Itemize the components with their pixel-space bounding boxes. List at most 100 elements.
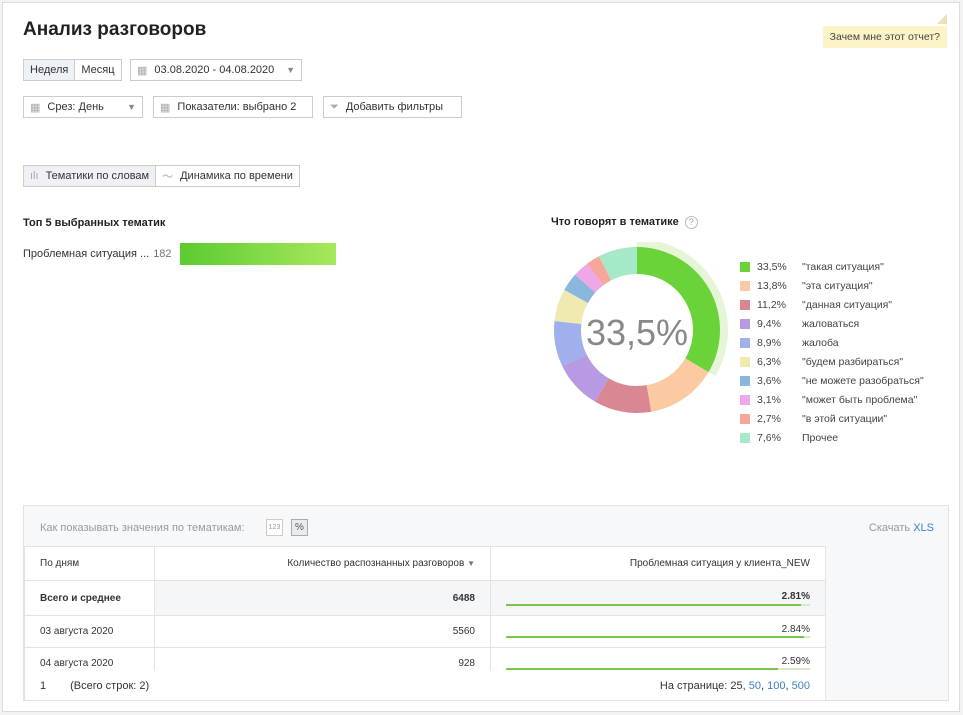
legend-label: "такая ситуация" [802,260,884,273]
row-day: 03 августа 2020 [24,615,155,648]
per-page-current: 25 [730,679,743,692]
legend-percent: 6,3% [757,356,781,369]
legend-percent: 2,7% [757,413,781,426]
per-page-selector: На странице: 25, 50, 100, 500 [659,679,810,692]
total-share-cell: 2.81% [490,580,826,616]
share-bar [506,668,810,670]
legend-item[interactable]: 33,5% "такая ситуация" [740,257,924,276]
legend-label: жалоба [802,336,839,349]
legend-item[interactable]: 6,3% "будем разбираться" [740,352,924,371]
total-label: Всего и среднее [24,580,155,616]
download-xls-link[interactable]: XLS [913,522,934,534]
legend-percent: 33,5% [757,260,787,273]
row-share: 2.59% [781,656,810,667]
data-table: По дням Количество распознанных разговор… [24,546,826,680]
period-week-button[interactable]: Неделя [24,60,75,80]
numbers-mode-button[interactable]: 123 [266,519,283,536]
legend-label: жаловаться [802,317,860,330]
per-page-option-50[interactable]: 50 [748,679,762,692]
topic-bar[interactable] [179,243,336,265]
slice-dropdown[interactable]: ▦ Срез: День ▼ [23,96,143,118]
total-count: 6488 [154,580,491,616]
legend-swatch [740,376,750,387]
legend-item[interactable]: 2,7% "в этой ситуации" [740,410,924,429]
donut-slice-0[interactable] [637,247,720,373]
period-toggle: Неделя Месяц [23,59,122,81]
topic-bar-row[interactable]: Проблемная ситуация ... 182 [23,243,336,265]
donut-slice-5[interactable] [554,289,588,324]
metrics-button[interactable]: ▦ Показатели: выбрано 2 [153,96,313,118]
column-header-count[interactable]: Количество распознанных разговоров ▼ [154,546,491,581]
donut-slice-7[interactable] [575,263,604,293]
legend-percent: 9,4% [757,317,781,330]
table-row: 03 августа 2020 5560 2.84% [24,615,826,648]
legend-swatch [740,414,750,425]
tab-topics-by-words[interactable]: ılı Тематики по словам [24,166,156,186]
legend-item[interactable]: 11,2% "данная ситуация" [740,295,924,314]
share-bar [506,604,810,606]
why-report-hint[interactable]: Зачем мне этот отчет? [822,14,948,48]
legend-percent: 7,6% [757,432,781,445]
date-range-value: 03.08.2020 - 04.08.2020 [154,64,275,76]
legend-label: Прочее [802,432,839,445]
legend-label: "в этой ситуации" [802,413,888,426]
donut-slice-highlight [637,242,728,377]
line-chart-icon: 〜 [162,171,174,183]
table-row-total: Всего и среднее 6488 2.81% [24,580,826,616]
sort-desc-icon: ▼ [467,559,475,568]
add-filters-button[interactable]: ⏷ Добавить фильтры [323,96,462,118]
period-month-button[interactable]: Месяц [74,60,120,80]
donut-center-value: 33,5% [586,312,688,353]
column-header-count-label: Количество распознанных разговоров [287,558,465,569]
chevron-down-icon: ▼ [127,102,136,112]
donut-slice-6[interactable] [564,274,596,303]
per-page-label: На странице: [659,679,728,692]
percent-mode-button[interactable]: % [291,519,308,536]
donut-slice-2[interactable] [595,378,652,413]
date-range-picker[interactable]: ▦ 03.08.2020 - 04.08.2020 ▼ [130,59,302,81]
total-share: 2.81% [781,590,810,602]
grid-icon: ▦ [160,101,171,114]
column-header-topic[interactable]: Проблемная ситуация у клиента_NEW [490,546,826,581]
donut-slice-3[interactable] [562,354,609,402]
share-bar [506,636,810,638]
filter-icon: ⏷ [330,100,339,113]
legend-item[interactable]: 9,4% жаловаться [740,314,924,333]
legend-label: "эта ситуация" [802,279,873,292]
table-icon: ▦ [30,101,41,114]
legend-item[interactable]: 3,6% "не можете разобраться" [740,372,924,391]
share-bar-fill [506,604,801,606]
donut-slice-9[interactable] [598,247,637,281]
calendar-icon: ▦ [137,64,148,77]
page-number[interactable]: 1 [40,679,47,692]
legend-percent: 3,1% [757,394,781,407]
legend-item[interactable]: 13,8% "эта ситуация" [740,276,924,295]
table-footer: 1 (Всего строк: 2) На странице: 25, 50, … [24,671,826,701]
per-page-option-100[interactable]: 100 [767,679,786,692]
donut-slice-8[interactable] [586,256,612,286]
legend-item[interactable]: 3,1% "может быть проблема" [740,391,924,410]
per-page-option-500[interactable]: 500 [791,679,810,692]
share-bar-fill [506,668,778,670]
donut-slice-4[interactable] [554,321,587,367]
legend-percent: 11,2% [757,298,786,311]
bar-chart-icon: ılı [30,170,39,182]
donut-slice-1[interactable] [646,358,709,412]
legend-percent: 8,9% [757,336,781,349]
legend-swatch [740,318,750,329]
help-icon[interactable]: ? [684,216,698,229]
legend-item[interactable]: 7,6% Прочее [740,429,924,448]
donut-title-text: Что говорят в тематике [551,216,679,228]
tab-dynamics-over-time[interactable]: 〜 Динамика по времени [155,166,299,186]
chevron-down-icon: ▼ [286,65,295,75]
total-rows: (Всего строк: 2) [70,679,150,692]
column-header-day[interactable]: По дням [24,546,155,581]
legend-swatch [740,395,750,406]
legend-label: "будем разбираться" [802,356,904,369]
legend-label: "может быть проблема" [802,394,918,407]
table-panel: Как показывать значения по тематикам: 12… [23,505,949,701]
row-share: 2.84% [781,624,810,635]
legend-item[interactable]: 8,9% жалоба [740,333,924,352]
topic-count: 182 [153,248,172,260]
